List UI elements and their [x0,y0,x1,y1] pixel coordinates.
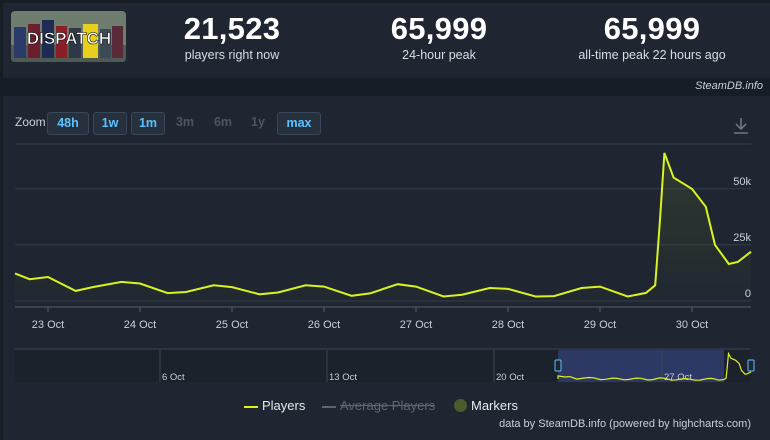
navigator-handle-left[interactable] [554,359,562,372]
navigator-handle-right[interactable] [747,359,755,372]
zoom-48h-button[interactable]: 48h [47,112,89,135]
stat-all-time-peak: 65,999 all-time peak 22 hours ago [562,11,742,63]
average-legend-swatch [322,405,336,408]
chart-grid [15,143,751,302]
chart-panel [3,96,770,440]
navigator-tick-label: 13 Oct [329,372,357,383]
highcharts-credit[interactable]: data by SteamDB.info (powered by highcha… [499,418,751,430]
zoom-3m-button: 3m [175,115,195,129]
zoom-label: Zoom [15,115,46,129]
zoom-6m-button: 6m [213,115,233,129]
x-axis-ticks: 23 Oct 24 Oct 25 Oct 26 Oct 27 Oct 28 Oct 29 O… [32,307,708,331]
legend-item-players[interactable]: Players [244,398,305,413]
current-players-label: players right now [184,48,280,62]
x-tick-label: 25 Oct [216,319,248,331]
x-tick-label: 26 Oct [308,319,340,331]
stats-header [3,3,770,78]
x-tick-label: 24 Oct [124,319,156,331]
legend-average-label: Average Players [340,398,436,413]
x-tick-label: 28 Oct [492,319,524,331]
download-button[interactable] [731,116,751,136]
peak-24h-value: 65,999 [390,11,488,46]
all-time-peak-value: 65,999 [603,11,701,46]
players-legend-swatch [244,405,258,408]
peak-24h-label: 24-hour peak [402,48,476,62]
navigator-ticks: 6 Oct 13 Oct 20 Oct 27 Oct [159,350,692,383]
legend-item-average-players[interactable]: Average Players [322,398,435,413]
all-time-peak-label: all-time peak 22 hours ago [578,48,726,62]
players-line [14,152,752,298]
zoom-max-button[interactable]: max [277,112,321,135]
stat-current-players: 21,523 players right now [172,11,292,63]
navigator-tick-label: 20 Oct [496,372,524,383]
download-icon [734,118,748,134]
markers-legend-swatch [454,399,467,412]
y-tick-label: 50k [733,176,751,188]
zoom-1w-button[interactable]: 1w [93,112,127,135]
x-tick-label: 29 Oct [584,319,616,331]
legend-players-label: Players [262,398,306,413]
x-tick-label: 23 Oct [32,319,64,331]
zoom-1y-button: 1y [251,115,265,129]
game-thumbnail[interactable]: DISPATCH [11,11,126,62]
x-tick-label: 27 Oct [400,319,432,331]
current-players-value: 21,523 [183,11,281,46]
navigator-line [557,351,752,381]
navigator-selection[interactable] [558,350,724,382]
navigator-tick-label: 6 Oct [162,372,185,383]
legend-item-markers[interactable]: Markers [454,398,518,413]
zoom-1m-button[interactable]: 1m [131,112,165,135]
game-logo-text: DISPATCH [27,29,111,48]
x-tick-label: 30 Oct [676,319,708,331]
steamdb-credit[interactable]: SteamDB.info [695,80,763,92]
navigator[interactable]: 6 Oct 13 Oct 20 Oct 27 Oct [15,348,755,383]
players-area [15,153,751,301]
legend-markers-label: Markers [471,398,518,413]
stat-24h-peak: 65,999 24-hour peak [379,11,499,63]
y-tick-label: 25k [733,232,751,244]
game-thumbnail-art: DISPATCH [11,11,126,62]
navigator-tick-label: 27 Oct [664,372,692,383]
